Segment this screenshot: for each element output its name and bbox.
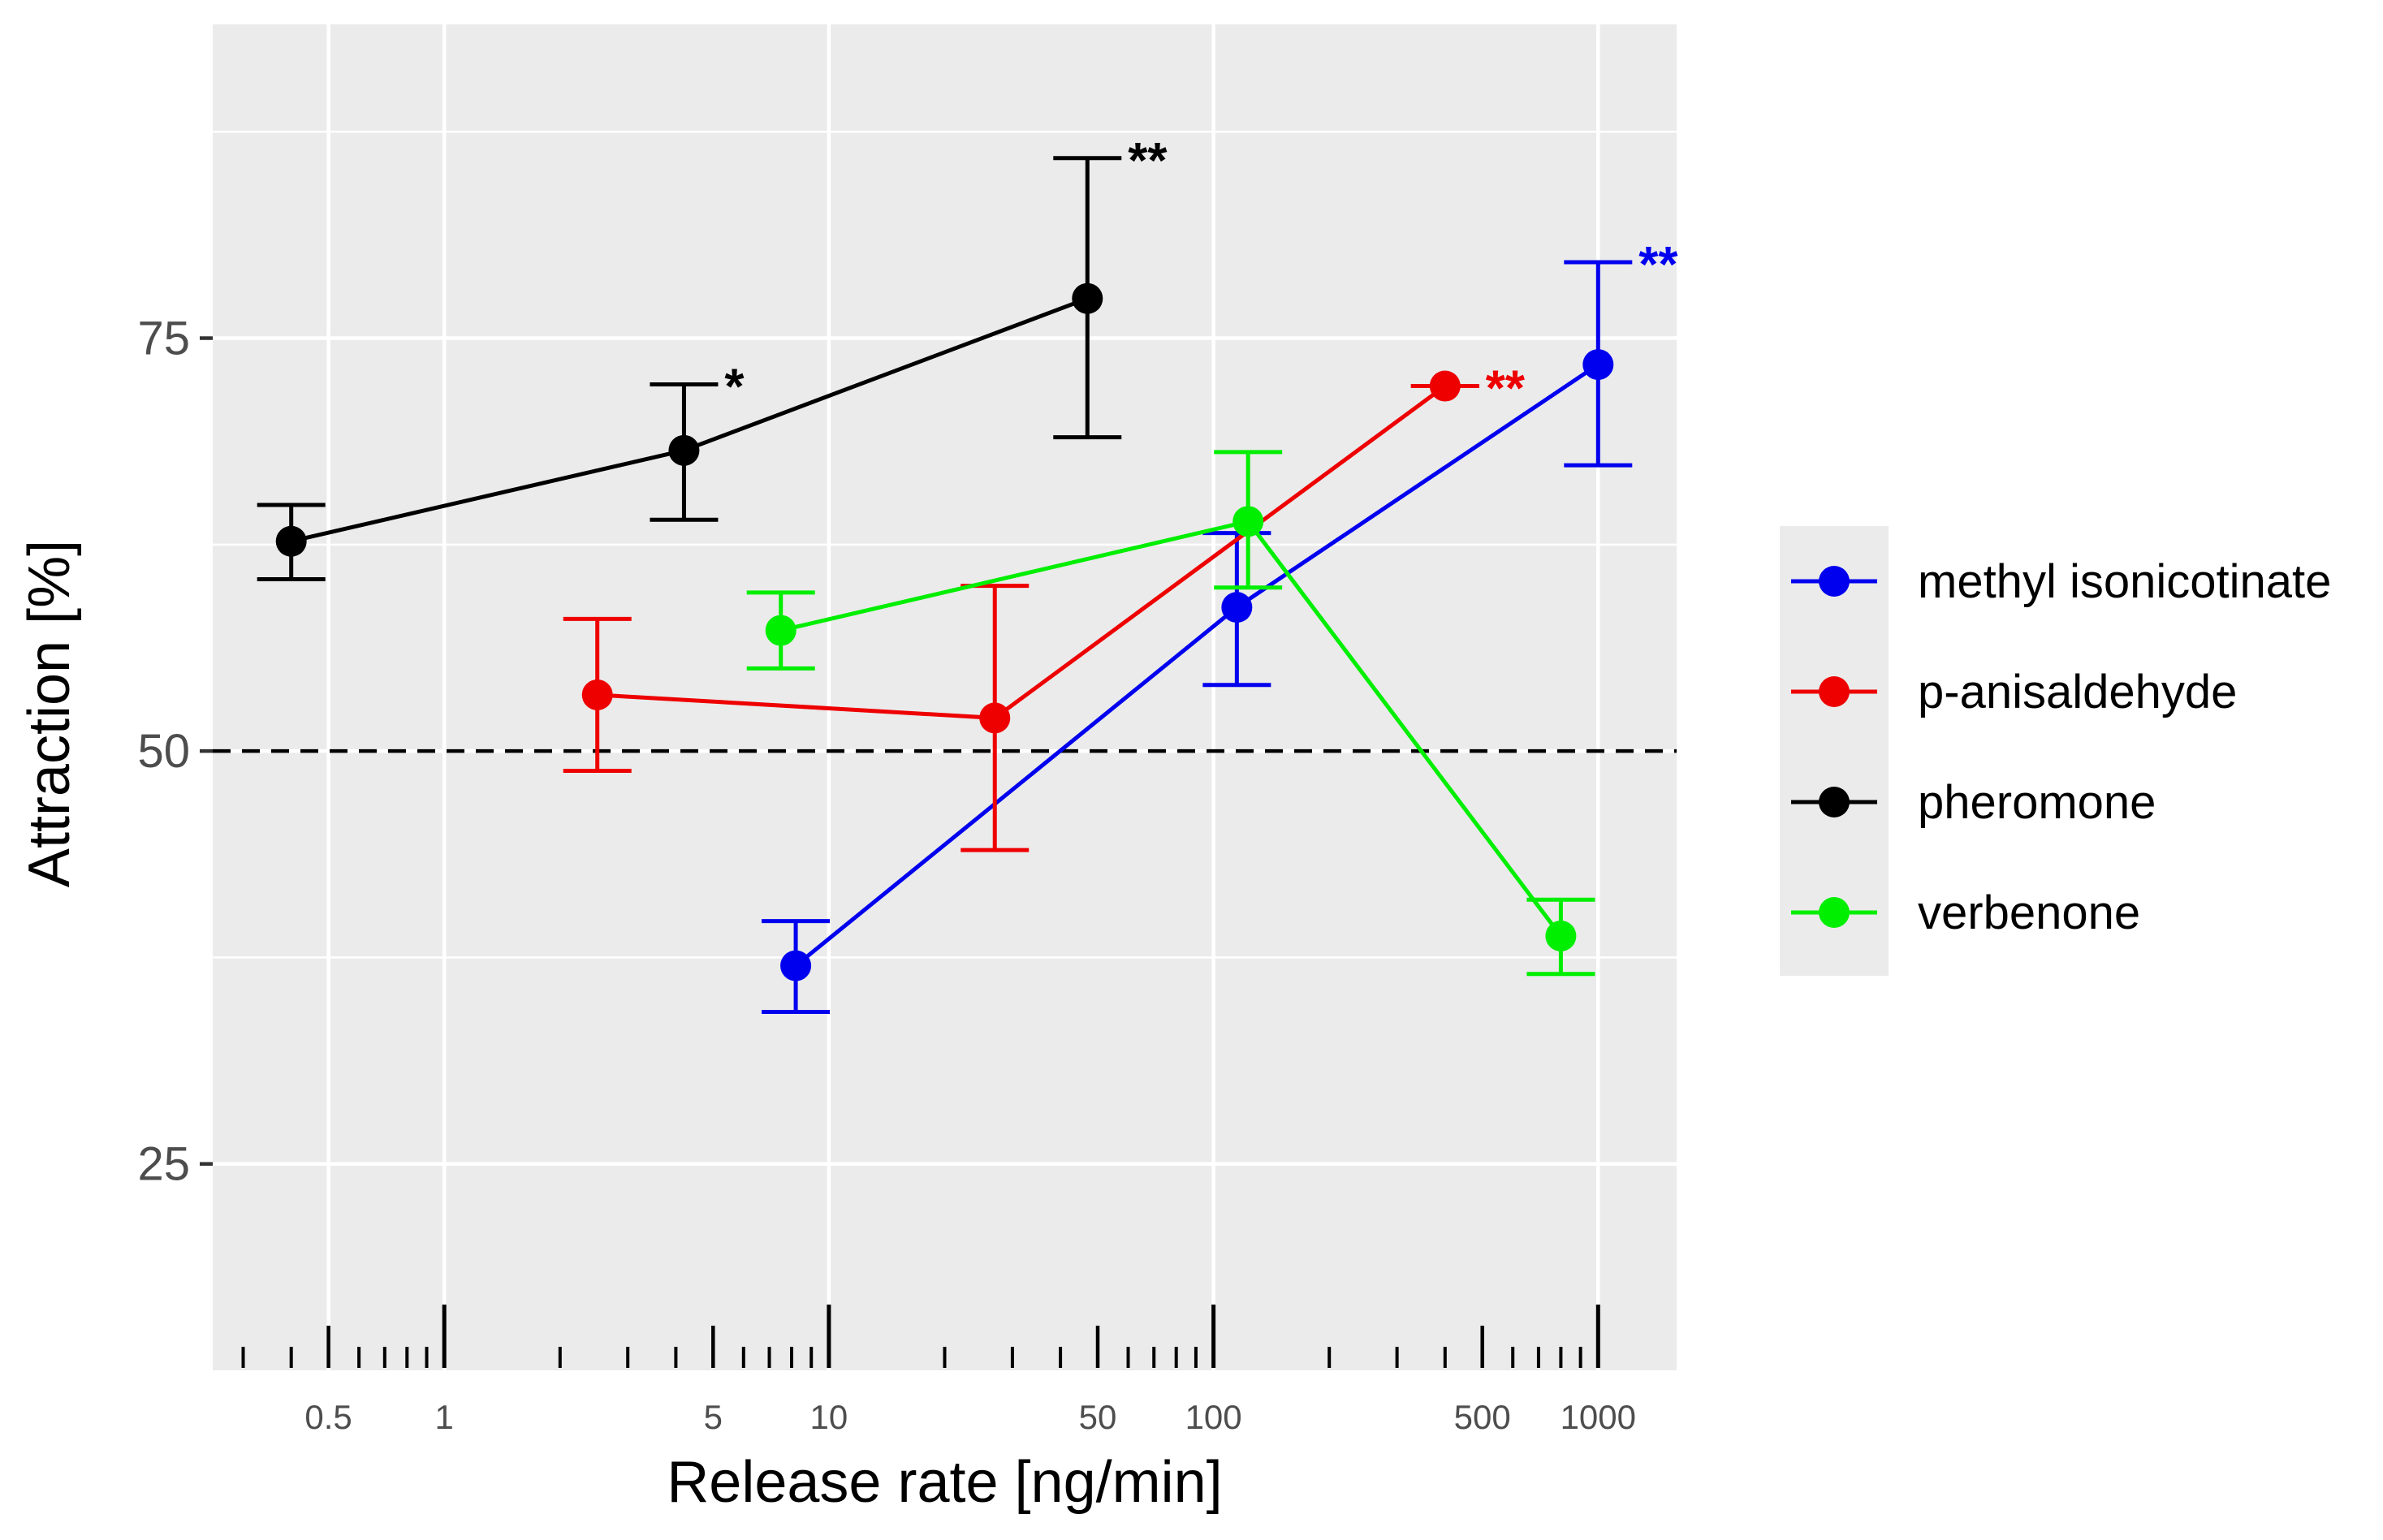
legend-label: p-anisaldehyde	[1918, 666, 2237, 718]
x-axis-title: Release rate [ng/min]	[667, 1450, 1222, 1515]
legend-item: p-anisaldehyde	[1791, 666, 2237, 718]
data-series: *******	[257, 133, 1678, 1015]
legend-item: methyl isonicotinate	[1791, 555, 2331, 608]
y-tick-label: 50	[137, 725, 190, 778]
significance-marker: *	[724, 359, 745, 415]
series-methyl-isonicotinate: **	[762, 237, 1678, 1015]
legend: methyl isonicotinate p-anisaldehyde pherom…	[1780, 526, 2331, 976]
x-tick-label: 0.5	[304, 1398, 352, 1436]
significance-marker: **	[1128, 133, 1168, 189]
data-point	[668, 434, 700, 466]
legend-label: methyl isonicotinate	[1918, 555, 2331, 608]
significance-marker: **	[1638, 237, 1678, 293]
data-point	[780, 950, 812, 981]
x-tick-label: 10	[810, 1398, 848, 1436]
legend-key-point	[1819, 787, 1850, 817]
legend-key-point	[1819, 566, 1850, 597]
series-pheromone: ***	[257, 133, 1168, 582]
legend-key-point	[1819, 676, 1850, 707]
log-tick-rug	[241, 1305, 1600, 1368]
x-tick-label: 50	[1079, 1398, 1117, 1436]
data-point	[1233, 506, 1264, 537]
data-point	[275, 525, 307, 557]
legend-label: verbenone	[1918, 886, 2140, 939]
data-point	[979, 702, 1011, 734]
series-p-anisaldehyde: **	[563, 361, 1526, 852]
x-tick-label: 500	[1454, 1398, 1511, 1436]
legend-item: pheromone	[1791, 776, 2156, 829]
significance-marker: **	[1486, 361, 1526, 417]
legend-item: verbenone	[1791, 886, 2140, 939]
data-point	[581, 679, 613, 710]
data-point	[1545, 920, 1577, 951]
legend-key-point	[1819, 897, 1850, 928]
data-point	[1582, 349, 1614, 381]
x-tick-label: 1	[435, 1398, 454, 1436]
x-tick-label: 5	[704, 1398, 723, 1436]
data-point	[1221, 592, 1253, 623]
x-tick-label: 1000	[1561, 1398, 1636, 1436]
x-axis: 0.5 1 5 10 50 100 500 1000	[304, 1398, 1636, 1436]
data-point	[1072, 283, 1103, 314]
data-point	[765, 615, 796, 646]
legend-label: pheromone	[1918, 776, 2156, 829]
series-verbenone	[746, 450, 1595, 977]
data-point	[1429, 370, 1461, 402]
y-tick-label: 75	[137, 313, 190, 365]
y-axis-title: Attraction [%]	[17, 540, 82, 887]
x-tick-label: 100	[1185, 1398, 1242, 1436]
y-tick-label: 25	[137, 1138, 190, 1191]
plot-panel	[213, 24, 1677, 1370]
y-axis: 25 50 75	[137, 313, 213, 1191]
